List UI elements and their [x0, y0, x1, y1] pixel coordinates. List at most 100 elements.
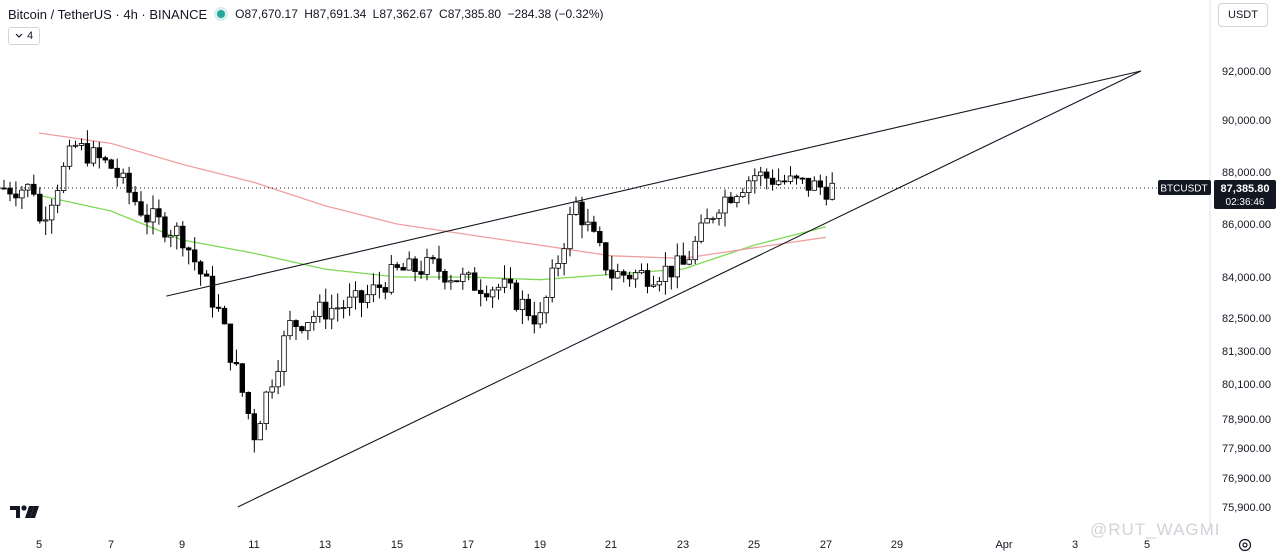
high-value: H87,691.34	[304, 7, 367, 21]
candle	[49, 198, 55, 234]
time-axis[interactable]: 5 7 9 11 13 15 17 19 21 23 25 27 29 Apr 3 5	[36, 539, 1150, 551]
candle-body	[632, 272, 639, 280]
candle-body	[49, 204, 55, 221]
candle	[686, 250, 692, 266]
time-tick-label: 13	[319, 539, 331, 551]
candle-body	[287, 320, 293, 337]
indicators-toggle-button[interactable]: 4	[8, 27, 40, 45]
candle-body	[579, 201, 585, 226]
candle-body	[609, 269, 615, 279]
price-tick-label: 75,900.00	[1222, 502, 1271, 514]
candle-body	[460, 273, 466, 282]
candle-body	[60, 165, 67, 192]
candle	[585, 208, 591, 232]
candle-body	[54, 190, 61, 206]
candle-body	[233, 361, 240, 365]
candle	[621, 269, 627, 283]
candle	[328, 294, 335, 330]
candle	[96, 142, 102, 169]
candle	[31, 174, 37, 197]
candle	[66, 139, 73, 170]
candle-body	[752, 175, 758, 182]
candle	[364, 284, 371, 309]
candle-body	[424, 257, 430, 275]
candle	[162, 212, 168, 243]
candle-body	[799, 177, 806, 180]
candle	[275, 360, 281, 395]
price-axis[interactable]: 92,000.00 90,000.00 88,000.00 86,000.00 84,0…	[1222, 66, 1271, 514]
candle-body	[638, 270, 645, 274]
currency-button[interactable]: USDT	[1218, 3, 1268, 27]
candle-body	[120, 172, 126, 178]
time-tick-label: 9	[179, 539, 185, 551]
candle	[626, 271, 633, 287]
candle-body	[728, 196, 734, 204]
candle	[668, 265, 674, 290]
candle-body	[328, 307, 335, 320]
candle-body	[495, 286, 502, 291]
red-moving-average-line	[38, 132, 827, 260]
candle	[525, 294, 531, 321]
candle	[573, 196, 579, 216]
candle-body	[293, 320, 299, 327]
candle-body	[793, 175, 800, 179]
time-tick-label: 23	[677, 539, 689, 551]
candle-body	[78, 143, 85, 146]
candle	[674, 243, 680, 289]
candle	[156, 199, 162, 225]
candle	[257, 420, 263, 441]
candle-body	[19, 189, 25, 199]
candle-body	[191, 249, 198, 263]
candle	[811, 176, 817, 191]
candle-body	[239, 363, 245, 393]
trendlines[interactable]	[166, 70, 1142, 508]
candle-body	[370, 284, 377, 296]
candle	[716, 209, 722, 226]
time-tick-label: 29	[891, 539, 903, 551]
candle	[460, 267, 466, 290]
candle	[394, 262, 400, 271]
candle	[430, 254, 436, 264]
candle	[358, 289, 365, 318]
candle	[144, 204, 150, 235]
tradingview-logo-icon[interactable]	[10, 503, 42, 521]
candlestick-series	[1, 130, 835, 453]
open-value: O87,670.17	[235, 7, 298, 21]
candle-body	[7, 187, 13, 195]
candle	[84, 130, 91, 167]
candle-body	[543, 297, 549, 314]
candle	[90, 141, 97, 167]
candle	[54, 184, 61, 214]
candle-body	[221, 307, 228, 325]
candle	[126, 166, 132, 205]
lower-trendline[interactable]	[237, 70, 1142, 508]
candle	[227, 323, 234, 371]
candle	[72, 140, 79, 149]
time-tick-label: 3	[1072, 539, 1078, 551]
upper-trendline[interactable]	[166, 70, 1142, 297]
candle	[245, 391, 251, 420]
candle	[191, 237, 198, 271]
candle-body	[227, 323, 234, 363]
chevron-down-icon	[15, 33, 23, 38]
candle-body	[531, 315, 537, 325]
candle	[287, 310, 293, 340]
candle	[519, 290, 526, 325]
last-price-badge: BTCUSDT 87,385.80 02:36:46	[1158, 179, 1276, 209]
candle-body	[322, 301, 329, 320]
change-value: −284.38 (−0.32%)	[507, 7, 604, 21]
symbol-title[interactable]: Bitcoin / TetherUS · 4h · BINANCE	[8, 6, 208, 22]
candle	[823, 175, 829, 206]
gear-icon[interactable]	[1238, 538, 1252, 552]
candle	[603, 242, 609, 276]
candle	[704, 208, 710, 224]
price-tick-label: 80,100.00	[1222, 379, 1271, 391]
candle-body	[84, 143, 91, 164]
candle	[656, 276, 663, 292]
candle-body	[501, 278, 508, 288]
candle-body	[346, 296, 353, 309]
candle-body	[257, 423, 263, 441]
candle	[120, 168, 126, 184]
candle-body	[537, 312, 543, 325]
